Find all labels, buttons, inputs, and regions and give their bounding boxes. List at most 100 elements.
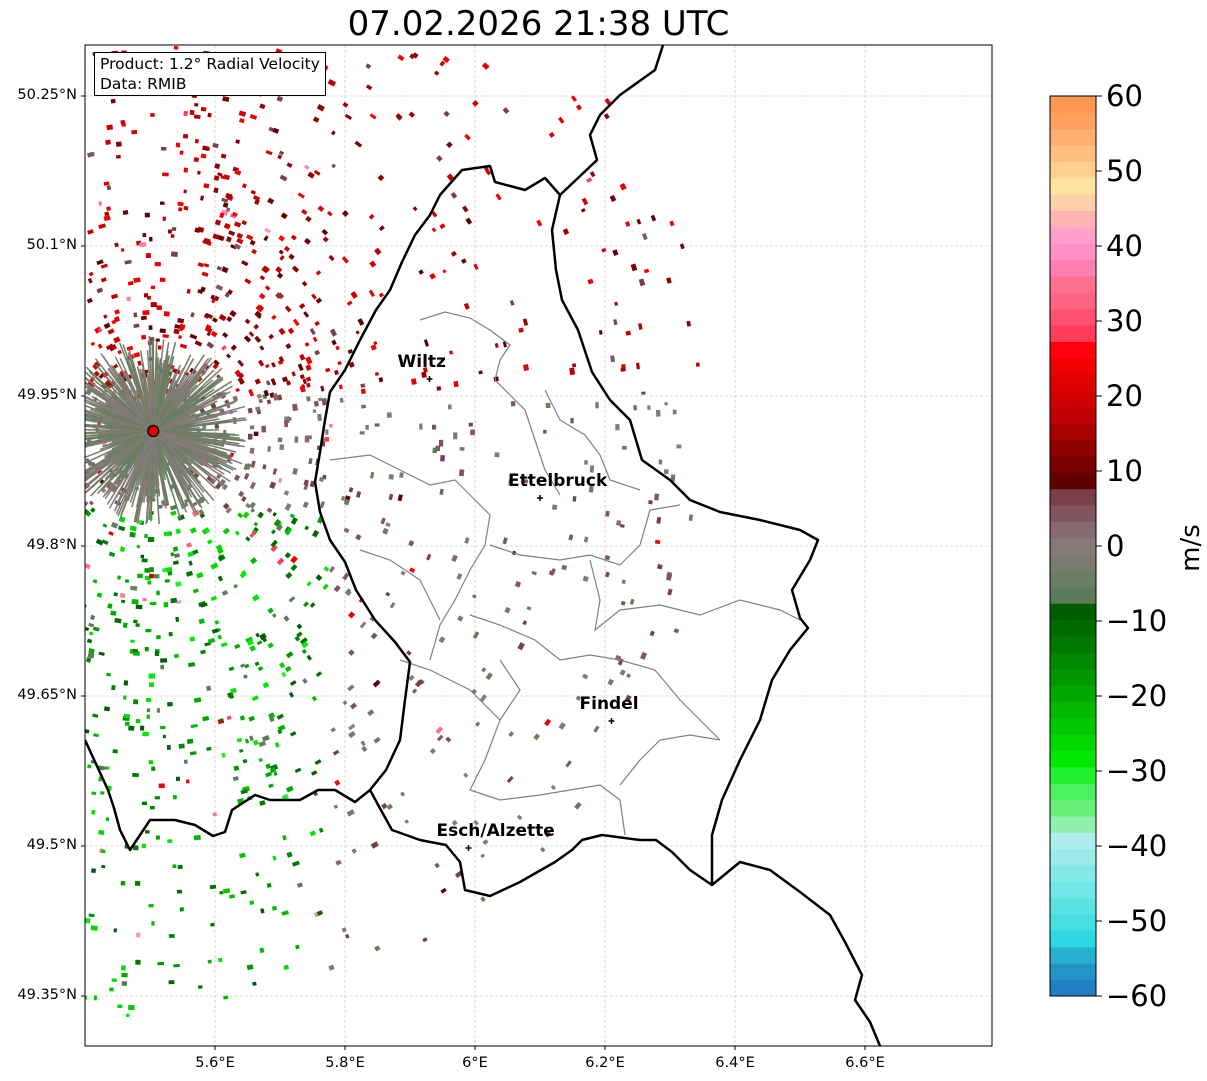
radar-echo-pixel: [258, 292, 266, 300]
radar-echo-pixel: [451, 554, 458, 562]
radar-echo-pixel: [206, 746, 212, 751]
radar-echo-pixel: [284, 527, 292, 536]
clutter-ray: [152, 430, 228, 464]
radar-echo-pixel: [676, 444, 682, 449]
radar-echo-pixel: [289, 731, 297, 737]
radar-echo-pixel: [658, 459, 663, 465]
radar-echo-pixel: [400, 791, 406, 797]
radar-echo-pixel: [605, 571, 610, 578]
radar-echo-pixel: [333, 584, 341, 593]
radar-echo-pixel: [112, 363, 119, 369]
radar-echo-pixel: [319, 501, 326, 509]
radar-echo-pixel: [290, 517, 298, 525]
radar-echo-pixel: [539, 846, 546, 853]
radar-echo-pixel: [304, 164, 310, 170]
radar-echo-pixel: [272, 855, 277, 861]
radar-echo-pixel: [278, 235, 286, 242]
radar-echo-pixel: [348, 649, 355, 656]
radar-echo-pixel: [285, 651, 294, 659]
radar-echo-pixel: [269, 716, 275, 723]
radar-echo-pixel: [302, 678, 308, 684]
radar-echo-pixel: [162, 734, 166, 739]
radar-echo-pixel: [337, 360, 342, 366]
lat-tick-label: 49.35°N: [17, 987, 77, 1003]
radar-echo-pixel: [436, 386, 442, 391]
radar-echo-pixel: [256, 393, 262, 399]
radar-echo-pixel: [221, 752, 226, 758]
radar-echo-pixel: [98, 829, 105, 835]
radar-echo-pixel: [221, 589, 229, 596]
radar-echo-pixel: [243, 463, 249, 471]
radar-echo-pixel: [480, 896, 486, 903]
radar-echo-pixel: [168, 980, 175, 985]
radar-echo-pixel: [140, 315, 147, 321]
radar-echo-pixel: [85, 728, 90, 734]
radar-echo-pixel: [316, 910, 324, 916]
radar-echo-pixel: [207, 112, 212, 118]
radar-echo-pixel: [397, 54, 405, 62]
radar-echo-pixel: [107, 603, 113, 609]
radar-echo-pixel: [221, 345, 227, 351]
radar-echo-pixel: [146, 714, 150, 719]
canton-border: [489, 504, 681, 566]
radar-echo-pixel: [397, 494, 403, 502]
radar-echo-pixel: [616, 520, 622, 526]
radar-echo-pixel: [400, 570, 406, 576]
radar-echo-pixel: [269, 767, 277, 774]
radar-echo-pixel: [550, 784, 556, 791]
radar-echo-pixel: [259, 345, 265, 351]
radar-echo-pixel: [262, 681, 270, 689]
radar-echo-pixel: [296, 882, 304, 888]
radar-echo-pixel: [150, 113, 155, 117]
radar-echo-pixel: [258, 757, 263, 763]
radar-echo-pixel: [268, 333, 274, 340]
radar-echo-pixel: [163, 311, 170, 317]
radar-echo-pixel: [178, 207, 183, 212]
radar-echo-pixel: [223, 995, 229, 1000]
radar-echo-pixel: [198, 509, 205, 516]
radar-echo-pixel: [209, 478, 217, 485]
radar-echo-pixel: [186, 288, 191, 294]
radar-echo-pixel: [235, 139, 241, 145]
radar-echo-pixel: [610, 355, 615, 363]
radar-echo-pixel: [370, 841, 379, 849]
radar-echo-pixel: [447, 404, 452, 410]
radar-echo-pixel: [341, 210, 349, 218]
radar-echo-pixel: [141, 801, 148, 806]
lat-tick-label: 49.5°N: [26, 837, 77, 853]
radar-echo-pixel: [233, 765, 240, 771]
radar-echo-pixel: [249, 113, 258, 120]
radar-echo-pixel: [123, 713, 131, 719]
radar-echo-pixel: [381, 802, 388, 810]
radar-echo-pixel: [85, 563, 91, 570]
radar-echo-pixel: [220, 175, 226, 180]
data-source-label: Data: RMIB: [100, 75, 187, 93]
radar-echo-pixel: [582, 673, 589, 680]
radar-echo-pixel: [177, 317, 185, 324]
colorbar-segment: [1050, 505, 1096, 522]
radar-echo-pixel: [269, 481, 277, 489]
radar-echo-pixel: [129, 525, 137, 532]
radar-echo-pixel: [99, 765, 107, 771]
radar-echo-pixel: [664, 402, 668, 406]
radar-echo-pixel: [436, 734, 444, 742]
radar-echo-pixel: [212, 363, 219, 370]
radar-echo-pixel: [423, 339, 429, 347]
radar-echo-pixel: [281, 793, 289, 801]
radar-echo-pixel: [154, 651, 159, 657]
radar-echo-pixel: [273, 518, 282, 527]
radar-echo-pixel: [464, 537, 470, 544]
radar-echo-pixel: [103, 314, 108, 319]
radar-echo-pixel: [221, 266, 229, 274]
radar-echo-pixel: [526, 605, 532, 611]
radar-echo-pixel: [118, 516, 126, 523]
radar-echo-pixel: [110, 521, 119, 529]
radar-echo-pixel: [374, 423, 380, 427]
radar-echo-pixel: [475, 721, 481, 727]
radar-echo-pixel: [98, 223, 107, 230]
radar-echo-pixel: [434, 70, 440, 76]
radar-echo-pixel: [254, 378, 261, 385]
radar-echo-pixel: [163, 602, 169, 608]
radar-echo-pixel: [207, 959, 212, 964]
radar-echo-pixel: [244, 318, 251, 325]
